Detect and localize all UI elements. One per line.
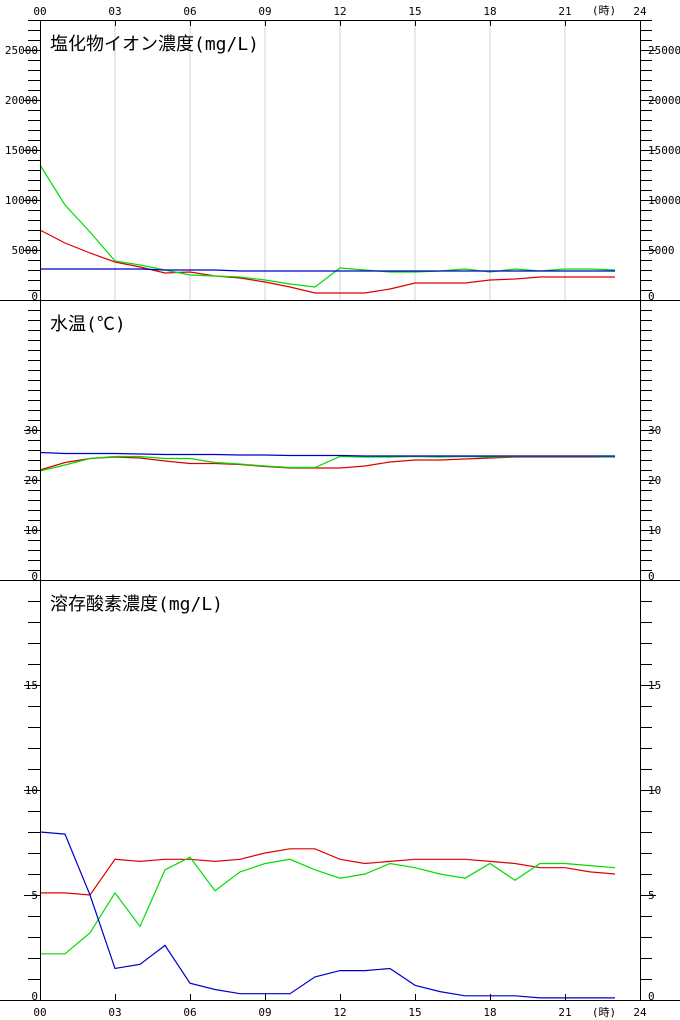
series-line-green (39, 164, 616, 288)
y-tick-label-right: 10 (648, 784, 661, 797)
y-tick-label-left: 15000 (5, 144, 38, 157)
panel-title: 水温(℃) (50, 314, 126, 335)
x-tick-label-top: 03 (108, 5, 121, 18)
series-line-red (39, 456, 615, 471)
x-unit-label-bottom: (時) (592, 1006, 616, 1019)
x-tick-label-bottom: 06 (183, 1006, 196, 1019)
x-tick-label-top: 06 (183, 5, 196, 18)
x-tick-label-top: 00 (33, 5, 46, 18)
x-tick-label-top: 15 (408, 5, 421, 18)
y-tick-label-right: 10 (648, 524, 661, 537)
y-tick-label-right: 15000 (648, 144, 680, 157)
series-line-blue (40, 268, 615, 272)
x-tick-label-bottom: 09 (258, 1006, 271, 1019)
series-line-red (40, 848, 616, 896)
x-tick-label-bottom: 00 (33, 1006, 46, 1019)
y-tick-label-right: 15 (648, 679, 661, 692)
panel-title: 溶存酸素濃度(mg/L) (50, 594, 223, 615)
y-tick-label-left: 20000 (5, 94, 38, 107)
y-tick-label-right: 20 (648, 474, 661, 487)
y-tick-label-left: 0 (31, 290, 38, 303)
x-tick-label-bottom: 15 (408, 1006, 421, 1019)
y-tick-label-right: 5 (648, 889, 655, 902)
x-tick-label-top: 18 (483, 5, 496, 18)
x-tick-label-top: 24 (633, 5, 647, 18)
y-tick-label-right: 30 (648, 424, 661, 437)
y-tick-label-right: 25000 (648, 44, 680, 57)
y-tick-label-left: 5000 (12, 244, 39, 257)
y-tick-label-left: 5 (31, 889, 38, 902)
y-tick-label-left: 10000 (5, 194, 38, 207)
x-tick-label-bottom: 18 (483, 1006, 496, 1019)
series-line-blue (39, 451, 615, 457)
y-tick-label-left: 10 (25, 784, 38, 797)
x-tick-label-bottom: 12 (333, 1006, 346, 1019)
y-tick-label-left: 0 (31, 570, 38, 583)
x-tick-label-bottom: 24 (633, 1006, 647, 1019)
y-tick-label-right: 20000 (648, 94, 680, 107)
x-tick-label-bottom: 21 (558, 1006, 571, 1019)
y-tick-label-right: 0 (648, 290, 655, 303)
y-tick-label-left: 30 (25, 424, 38, 437)
x-tick-label-top: 09 (258, 5, 271, 18)
series-line-green (40, 856, 616, 955)
y-tick-label-left: 25000 (5, 44, 38, 57)
y-tick-label-left: 20 (25, 474, 38, 487)
y-tick-label-left: 0 (31, 990, 38, 1003)
y-tick-label-right: 0 (648, 990, 655, 1003)
y-tick-label-left: 10 (25, 524, 38, 537)
x-unit-label-top: (時) (592, 4, 616, 17)
y-tick-label-right: 0 (648, 570, 655, 583)
y-tick-label-right: 10000 (648, 194, 680, 207)
y-tick-label-left: 15 (25, 679, 38, 692)
series-line-red (39, 229, 615, 294)
y-tick-label-right: 5000 (648, 244, 675, 257)
panel-title: 塩化物イオン濃度(mg/L) (50, 34, 259, 55)
x-tick-label-top: 21 (558, 5, 571, 18)
series-line-blue (39, 831, 615, 999)
x-tick-label-bottom: 03 (108, 1006, 121, 1019)
x-tick-label-top: 12 (333, 5, 346, 18)
series-line-green (39, 455, 616, 472)
